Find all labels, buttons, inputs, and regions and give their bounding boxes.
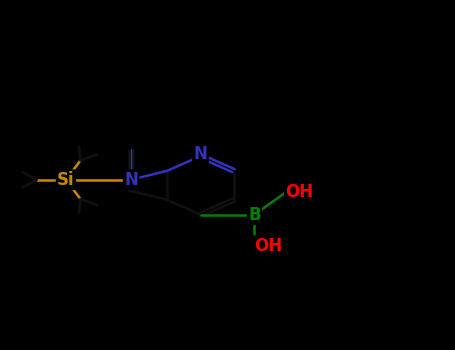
Text: OH: OH	[285, 183, 313, 201]
Text: OH: OH	[254, 237, 282, 254]
Text: Si: Si	[57, 171, 75, 189]
Text: N: N	[193, 145, 207, 163]
Text: N: N	[124, 171, 138, 189]
Text: B: B	[248, 205, 261, 224]
